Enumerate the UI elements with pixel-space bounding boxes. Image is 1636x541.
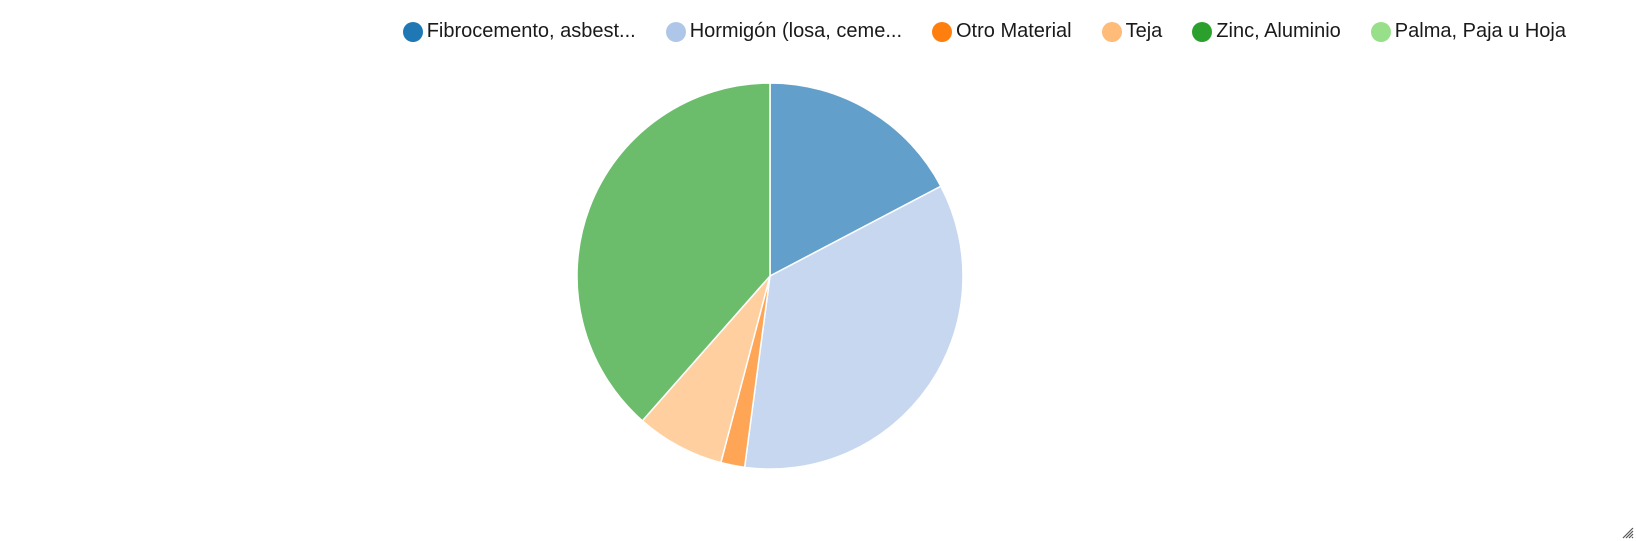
legend-swatch (665, 21, 686, 42)
pie-slice[interactable] (769, 82, 942, 277)
legend-swatch (1370, 21, 1391, 42)
legend-item[interactable]: Teja (1101, 20, 1163, 43)
pie-slice[interactable] (576, 82, 771, 422)
legend-label: Otro Material (956, 20, 1072, 42)
legend-label: Teja (1125, 20, 1163, 42)
legend-label: Hormigón (losa, ceme... (689, 20, 902, 42)
legend-swatch (932, 21, 952, 42)
legend-item[interactable]: Palma, Paja u Hoja (1370, 20, 1566, 43)
legend-item[interactable]: Zinc, Aluminio (1192, 20, 1341, 43)
legend-label: Fibrocemento, asbest... (426, 20, 636, 42)
legend-item[interactable]: Fibrocemento, asbest... (402, 20, 636, 43)
legend-swatch (1192, 21, 1213, 42)
legend-item[interactable]: Otro Material (932, 20, 1072, 43)
legend-label: Palma, Paja u Hoja (1394, 20, 1566, 42)
resize-handle-icon[interactable] (1620, 525, 1634, 539)
legend-item[interactable]: Hormigón (losa, ceme... (665, 20, 902, 43)
legend-label: Zinc, Aluminio (1216, 20, 1341, 42)
pie-slice[interactable] (743, 185, 964, 470)
chart-legend: Fibrocemento, asbest... Hormigón (losa, c… (402, 20, 1566, 43)
legend-swatch (402, 21, 423, 42)
legend-swatch (1101, 21, 1122, 42)
